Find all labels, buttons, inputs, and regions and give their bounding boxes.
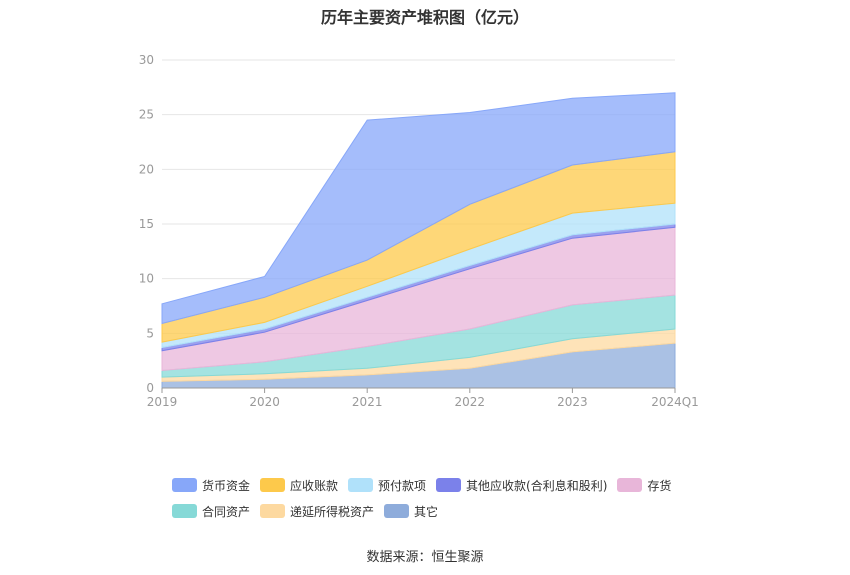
y-tick-label: 20: [139, 162, 154, 176]
legend-item[interactable]: 货币资金: [172, 477, 250, 494]
area-series: [161, 92, 676, 325]
x-tick-label: 2019: [147, 395, 178, 409]
axis-layer: 0 5 10 15 20 25 30 2019 2020 2021 2022 2023 2024Q1: [139, 53, 699, 409]
legend-label: 递延所得税资产: [290, 504, 375, 519]
x-tick-label: 2022: [455, 395, 486, 409]
legend-label: 合同资产: [202, 504, 251, 519]
legend-swatch: [172, 478, 197, 492]
y-tick-label: 30: [139, 53, 154, 67]
y-tick-label: 25: [139, 108, 154, 122]
legend-swatch: [260, 478, 286, 492]
legend-label: 货币资金: [202, 478, 251, 493]
legend-swatch: [436, 478, 462, 492]
x-tick-label: 2024Q1: [651, 395, 699, 409]
legend-label: 预付款项: [378, 478, 427, 493]
x-tick-label: 2023: [557, 395, 588, 409]
legend-label: 其他应收款(合利息和股利): [466, 478, 608, 493]
x-tick-label: 2020: [249, 395, 280, 409]
legend-swatch: [617, 478, 643, 492]
legend-row: 货币资金 应收账款 预付款项 其他应收款(合利息和股利) 存货: [172, 472, 692, 498]
source-note: 数据来源：恒生聚源: [366, 550, 484, 565]
legend-item[interactable]: 存货: [617, 477, 671, 494]
legend-item[interactable]: 其它: [384, 503, 438, 520]
legend: 货币资金 应收账款 预付款项 其他应收款(合利息和股利) 存货 合同资产 递延所得税资产 其…: [172, 472, 692, 524]
legend-swatch: [172, 504, 197, 518]
legend-swatch: [384, 504, 410, 518]
y-tick-label: 5: [146, 326, 154, 340]
legend-label: 存货: [647, 478, 672, 493]
y-tick-label: 15: [139, 217, 154, 231]
area-layer: [161, 92, 676, 389]
legend-swatch: [260, 504, 286, 518]
legend-row: 合同资产 递延所得税资产 其它: [172, 498, 692, 524]
x-tick-label: 2021: [352, 395, 383, 409]
chart-title: 历年主要资产堆积图（亿元）: [320, 8, 529, 27]
legend-item[interactable]: 预付款项: [348, 477, 426, 494]
legend-item[interactable]: 应收账款: [260, 477, 338, 494]
legend-label: 应收账款: [290, 478, 339, 493]
y-tick-label: 0: [146, 381, 154, 395]
legend-item[interactable]: 其他应收款(合利息和股利): [436, 477, 607, 494]
y-tick-label: 10: [139, 272, 154, 286]
legend-label: 其它: [414, 504, 439, 519]
legend-swatch: [348, 478, 374, 492]
legend-item[interactable]: 递延所得税资产: [260, 503, 374, 520]
legend-item[interactable]: 合同资产: [172, 503, 250, 520]
